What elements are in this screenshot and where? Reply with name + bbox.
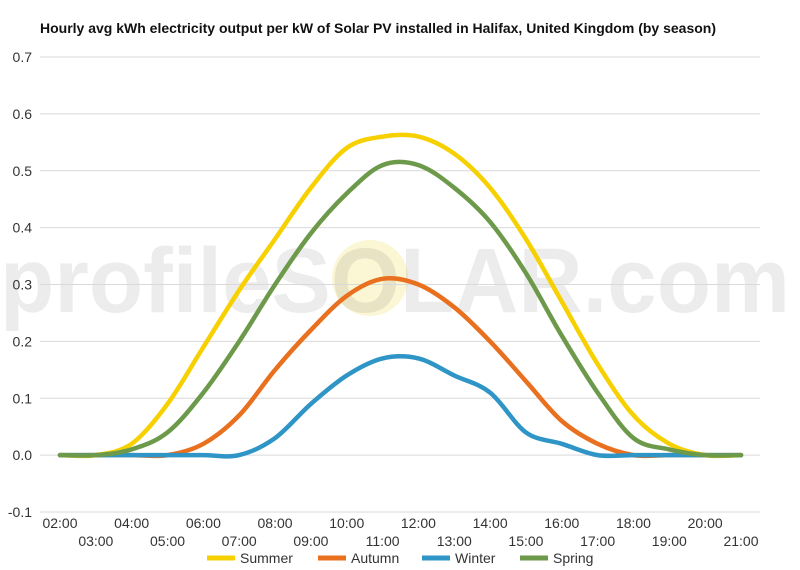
x-tick-label: 16:00 — [544, 515, 579, 531]
y-tick-label: 0.3 — [13, 277, 33, 293]
chart-title: Hourly avg kWh electricity output per kW… — [40, 20, 716, 36]
x-tick-label: 10:00 — [329, 515, 364, 531]
y-axis: 0.7 0.6 0.5 0.4 0.3 0.2 0.1 0.0 -0.1 — [8, 49, 32, 520]
y-tick-label: -0.1 — [8, 504, 32, 520]
x-tick-label: 14:00 — [473, 515, 508, 531]
y-tick-label: 0.7 — [13, 49, 33, 65]
x-tick-label: 09:00 — [293, 533, 328, 549]
x-tick-label: 08:00 — [258, 515, 293, 531]
series-lines — [57, 132, 744, 459]
x-tick-label: 21:00 — [723, 533, 758, 549]
legend-label-summer: Summer — [240, 550, 293, 566]
x-tick-label: 05:00 — [150, 533, 185, 549]
series-line-summer — [57, 132, 744, 459]
x-axis: 02:0003:0004:0005:0006:0007:0008:0009:00… — [42, 515, 758, 549]
x-tick-label: 07:00 — [222, 533, 257, 549]
x-tick-label: 17:00 — [580, 533, 615, 549]
grid — [40, 56, 760, 513]
x-tick-label: 02:00 — [42, 515, 77, 531]
watermark-sun-icon — [332, 240, 408, 316]
x-tick-label: 18:00 — [616, 515, 651, 531]
y-tick-label: 0.2 — [13, 333, 33, 349]
x-tick-label: 04:00 — [114, 515, 149, 531]
legend-label-winter: Winter — [455, 550, 496, 566]
y-tick-label: 0.1 — [13, 390, 33, 406]
y-tick-label: 0.5 — [13, 163, 33, 179]
x-tick-label: 19:00 — [652, 533, 687, 549]
y-tick-label: 0.6 — [13, 106, 33, 122]
watermark: profileSOLAR.com — [0, 230, 790, 332]
legend-label-autumn: Autumn — [351, 550, 399, 566]
x-tick-label: 15:00 — [508, 533, 543, 549]
y-tick-label: 0.4 — [13, 220, 33, 236]
legend: Summer Autumn Winter Spring — [207, 550, 593, 566]
x-tick-label: 13:00 — [437, 533, 472, 549]
x-tick-label: 03:00 — [78, 533, 113, 549]
watermark-text: profileSOLAR.com — [0, 230, 790, 332]
x-tick-label: 12:00 — [401, 515, 436, 531]
x-tick-label: 06:00 — [186, 515, 221, 531]
legend-label-spring: Spring — [553, 550, 593, 566]
x-tick-label: 11:00 — [366, 533, 400, 549]
y-tick-label: 0.0 — [13, 447, 33, 463]
x-tick-label: 20:00 — [688, 515, 723, 531]
series-line-spring — [57, 159, 744, 458]
series-line-winter — [57, 354, 744, 459]
